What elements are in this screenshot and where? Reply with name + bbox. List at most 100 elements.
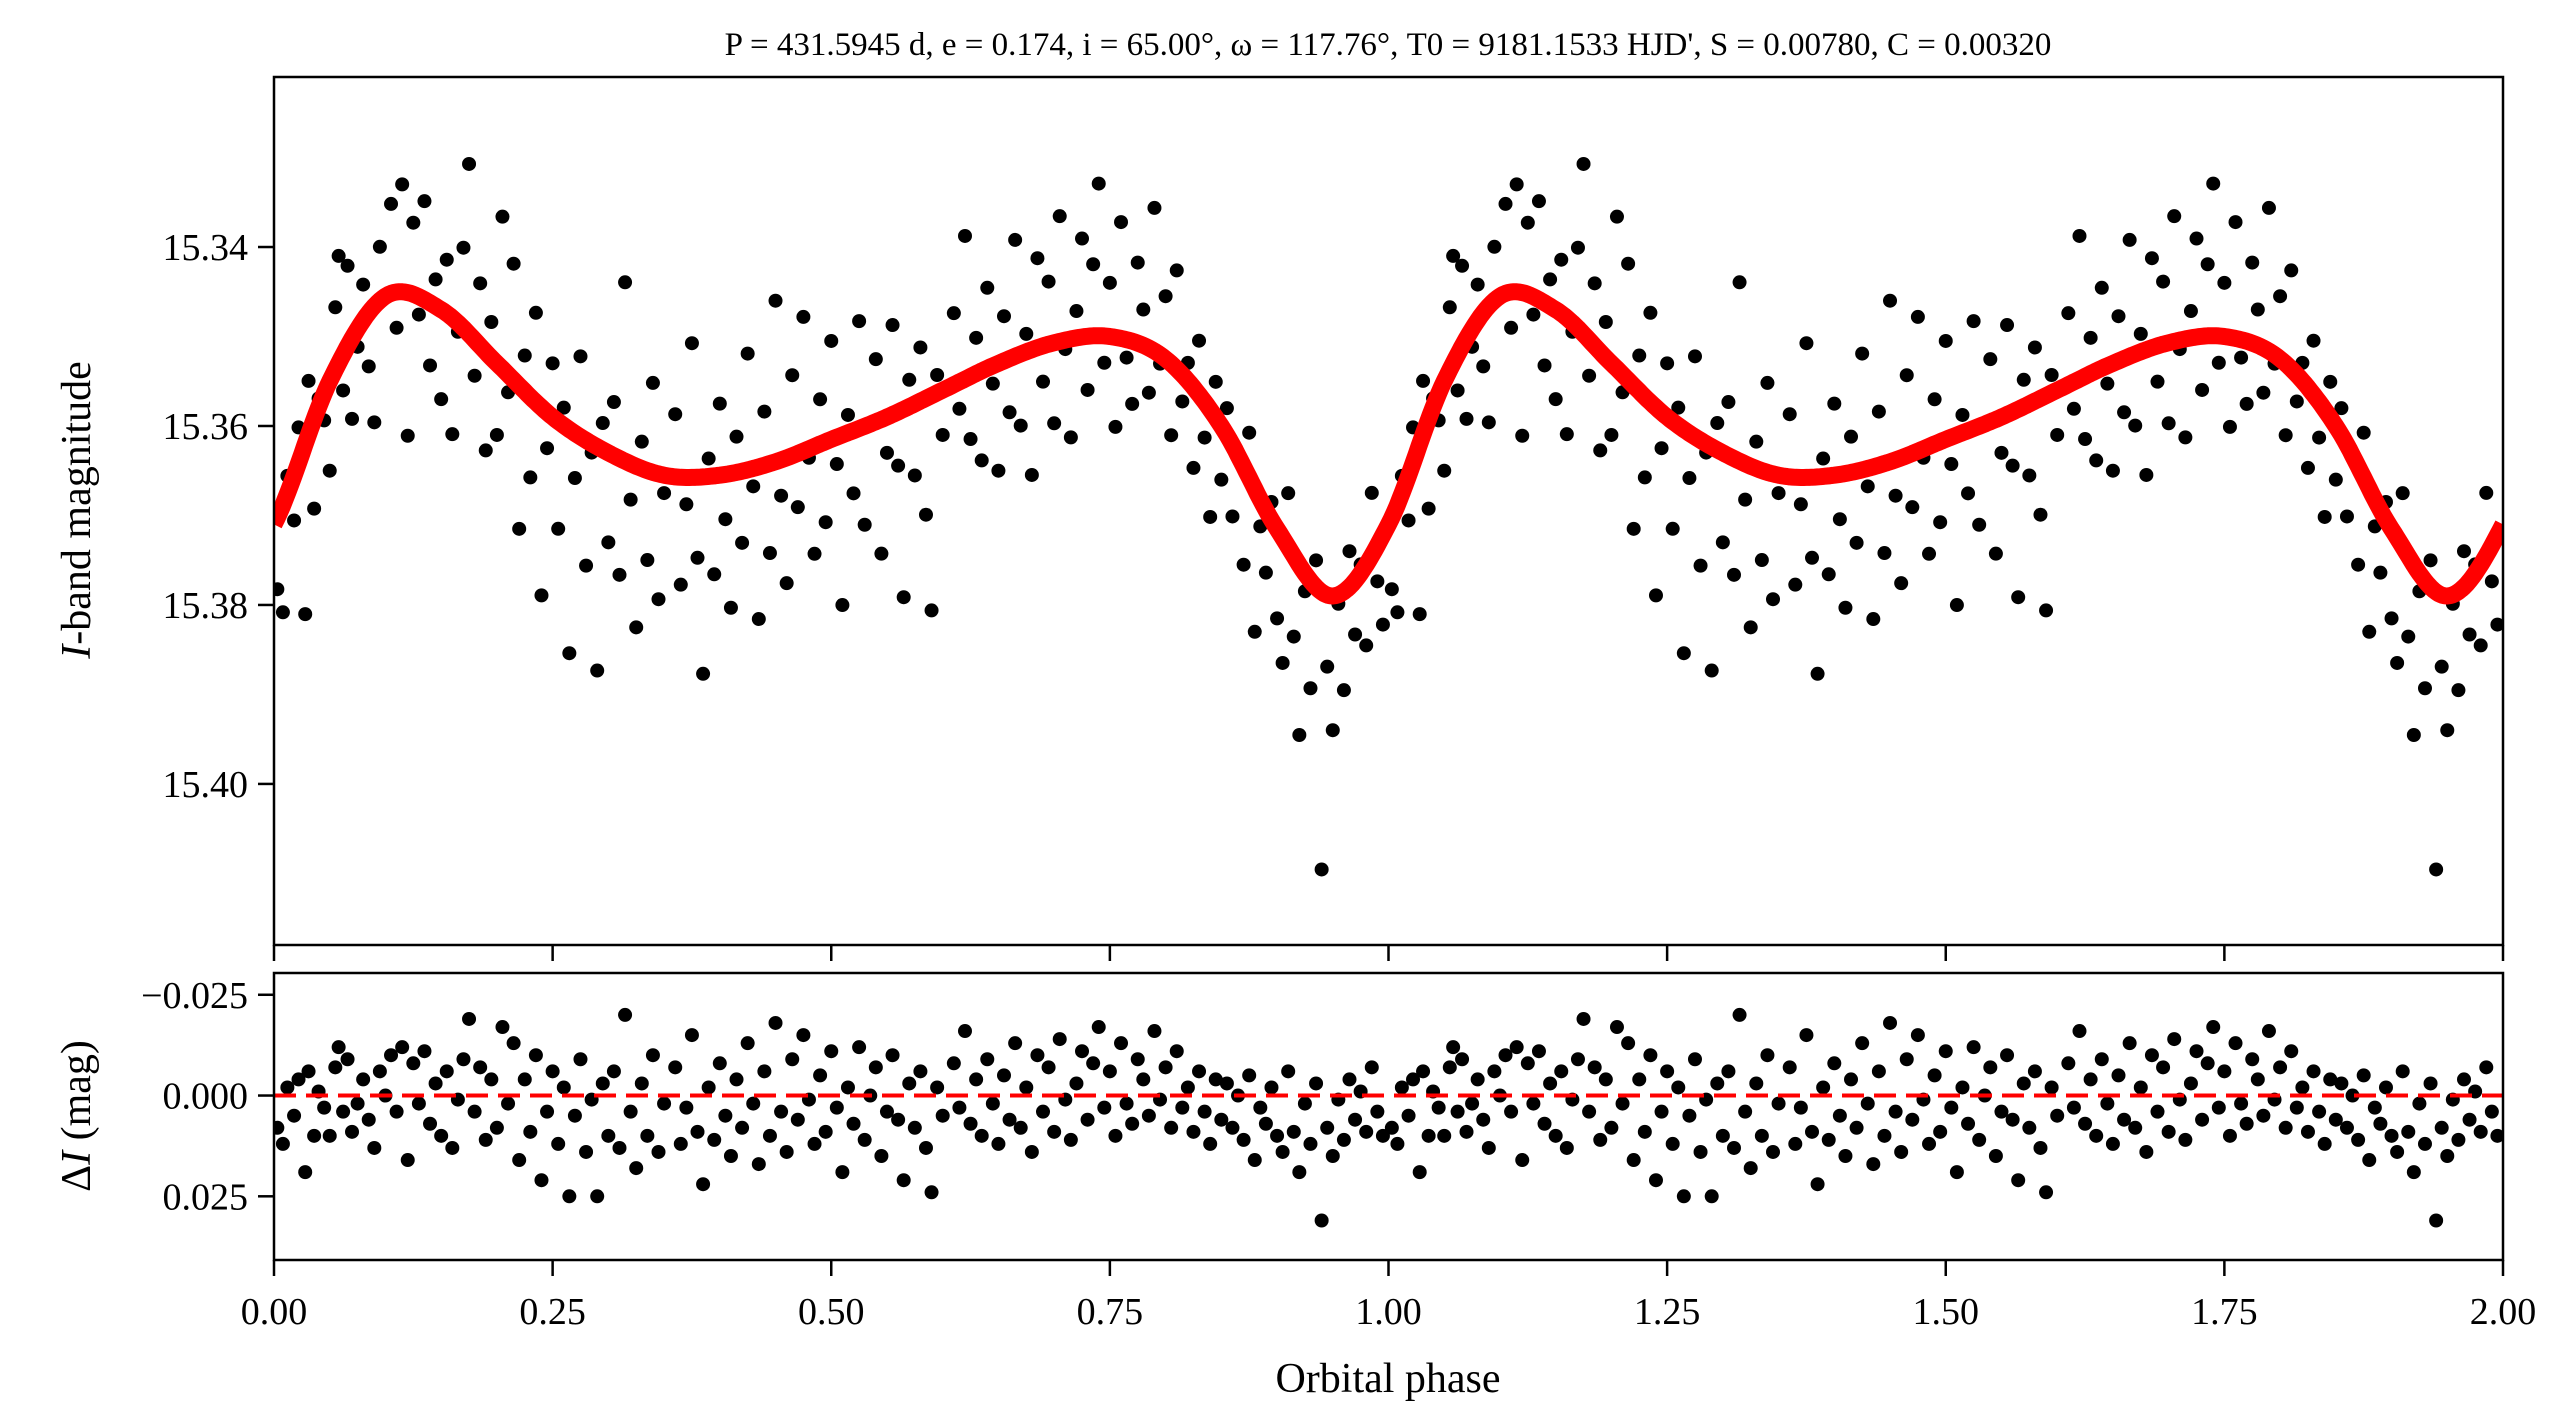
residual-point (428, 1076, 443, 1091)
residual-point (2228, 1036, 2243, 1051)
residual-point (2440, 1149, 2455, 1164)
residual-point (2479, 1060, 2494, 1075)
residual-point (757, 1064, 772, 1079)
data-point (746, 479, 761, 494)
data-point (1498, 196, 1513, 211)
data-point (1721, 395, 1736, 410)
residual-point (1643, 1048, 1658, 1063)
data-point (1325, 723, 1340, 738)
data-point (1899, 368, 1914, 383)
data-point (1637, 470, 1652, 485)
top-y-tick-label: 15.34 (163, 227, 249, 269)
residual-point (1888, 1104, 1903, 1119)
residual-point (528, 1048, 543, 1063)
data-point (885, 318, 900, 333)
residual-point (2050, 1108, 2065, 1123)
data-point (2061, 306, 2076, 321)
data-point (790, 500, 805, 515)
residual-point (2412, 1096, 2427, 1111)
data-point (2395, 486, 2410, 501)
residual-point (456, 1052, 471, 1067)
data-point (2289, 394, 2304, 409)
residual-point (517, 1072, 532, 1087)
residual-point (1988, 1149, 2003, 1164)
data-point (356, 277, 371, 292)
data-point (489, 427, 504, 442)
data-point (2217, 275, 2232, 290)
data-point (718, 512, 733, 527)
residual-point (356, 1072, 371, 1087)
residual-point (275, 1136, 290, 1151)
residual-point (1169, 1044, 1184, 1059)
residual-point (985, 1096, 1000, 1111)
residual-point (2423, 1076, 2438, 1091)
data-point (712, 396, 727, 411)
residual-point (1364, 1060, 1379, 1075)
residual-point (2345, 1088, 2360, 1103)
data-point (2417, 681, 2432, 696)
data-point (1860, 479, 1875, 494)
data-point (2429, 862, 2444, 877)
residual-point (824, 1044, 839, 1059)
residual-point (2401, 1124, 2416, 1139)
data-point (1203, 509, 1218, 524)
residual-point (1587, 1060, 1602, 1075)
data-point (2105, 463, 2120, 478)
data-point (298, 607, 313, 622)
residual-point (907, 1120, 922, 1135)
residual-point (2473, 1124, 2488, 1139)
data-point (2406, 727, 2421, 742)
residual-point (1576, 1011, 1591, 1026)
data-point (768, 293, 783, 308)
data-point (2022, 468, 2037, 483)
data-point (1450, 383, 1465, 398)
x-tick-label: 1.75 (2191, 1291, 2258, 1333)
residual-point (634, 1076, 649, 1091)
data-point (835, 598, 850, 613)
residual-point (1292, 1165, 1307, 1180)
data-point (1242, 425, 1257, 440)
data-point (2384, 611, 2399, 626)
residual-point (2261, 1024, 2276, 1039)
residual-point (331, 1040, 346, 1055)
residual-point (2339, 1120, 2354, 1135)
data-point (1771, 486, 1786, 501)
residual-point (762, 1128, 777, 1143)
data-point (1531, 194, 1546, 209)
residual-point (1827, 1056, 1842, 1071)
residual-point (996, 1068, 1011, 1083)
residual-point (1186, 1124, 1201, 1139)
data-point (1827, 396, 1842, 411)
residual-point (885, 1048, 900, 1063)
residual-point (1760, 1048, 1775, 1063)
residual-point (2367, 1100, 2382, 1115)
data-point (1515, 428, 1530, 443)
residual-point (2395, 1064, 2410, 1079)
residual-point (2189, 1044, 2204, 1059)
data-point (2273, 289, 2288, 304)
data-point (1487, 239, 1502, 254)
data-point (2183, 304, 2198, 319)
residual-point (291, 1072, 306, 1087)
data-point (2317, 509, 2332, 524)
data-point (1214, 472, 1229, 487)
residual-point (1949, 1165, 1964, 1180)
residual-point (701, 1080, 716, 1095)
data-point (874, 546, 889, 561)
residual-point (796, 1028, 811, 1043)
data-point (1832, 512, 1847, 527)
residual-point (1359, 1124, 1374, 1139)
residual-point (2484, 1104, 2499, 1119)
data-point (445, 427, 460, 442)
residual-point (501, 1096, 516, 1111)
data-point (1609, 209, 1624, 224)
residual-point (2317, 1136, 2332, 1151)
residual-point (2117, 1112, 2132, 1127)
residual-point (1375, 1128, 1390, 1143)
residual-point (1972, 1132, 1987, 1147)
residual-point (462, 1011, 477, 1026)
data-point (946, 306, 961, 321)
residual-point (1024, 1144, 1039, 1159)
x-tick-label: 0.00 (241, 1291, 308, 1333)
residual-point (1922, 1136, 1937, 1151)
